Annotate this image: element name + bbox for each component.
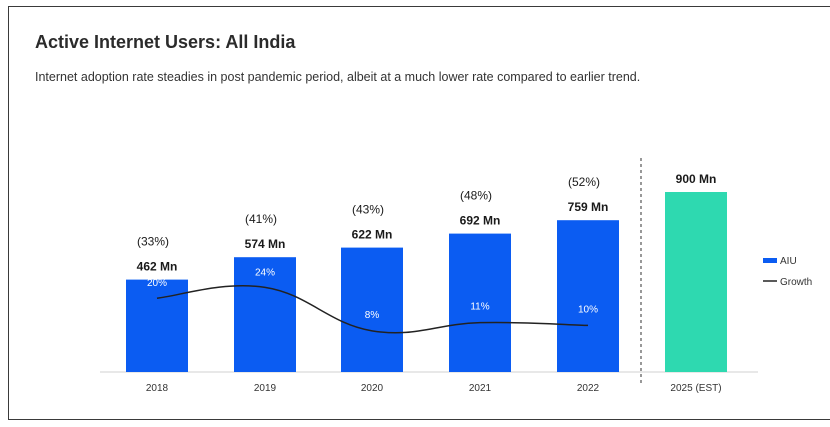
bars-layer	[126, 192, 727, 372]
growth-value-label: 20%	[147, 278, 167, 289]
bar-2018	[126, 279, 188, 372]
x-tick-label: 2019	[254, 383, 277, 394]
labels-layer: 462 Mn (33%) 2018 574 Mn (41%) 2019 622 Mn (43%…	[137, 172, 722, 394]
bar-2019	[234, 257, 296, 372]
bar-value-label: 622 Mn	[352, 228, 393, 242]
bar-value-label: 574 Mn	[245, 237, 286, 251]
x-tick-label: 2021	[469, 383, 492, 394]
legend-growth-label: Growth	[780, 277, 812, 288]
chart-title: Active Internet Users: All India	[35, 32, 296, 52]
bar-2022	[557, 220, 619, 372]
growth-value-label: 24%	[255, 267, 275, 278]
x-tick-label: 2025 (EST)	[670, 383, 721, 394]
growth-value-label: 8%	[365, 310, 380, 321]
bar-value-label: 900 Mn	[676, 172, 717, 186]
penetration-label: (48%)	[460, 189, 492, 203]
bar-2020	[341, 247, 403, 372]
bar-value-label: 462 Mn	[137, 260, 178, 274]
growth-value-label: 10%	[578, 304, 598, 315]
x-tick-label: 2020	[361, 383, 384, 394]
bar-value-label: 692 Mn	[460, 214, 501, 228]
penetration-label: (33%)	[137, 235, 169, 249]
legend: AIU Growth	[763, 256, 812, 288]
bar-2021	[449, 233, 511, 372]
bar-value-label: 759 Mn	[568, 200, 609, 214]
penetration-label: (52%)	[568, 175, 600, 189]
growth-line	[156, 284, 589, 334]
chart-subtitle: Internet adoption rate steadies in post …	[35, 70, 641, 84]
legend-aiu-swatch	[763, 258, 777, 263]
bar-2025-est	[665, 192, 727, 372]
penetration-label: (43%)	[352, 203, 384, 217]
penetration-label: (41%)	[245, 212, 277, 226]
growth-value-label: 11%	[470, 302, 489, 313]
legend-aiu-label: AIU	[780, 256, 797, 267]
x-tick-label: 2022	[577, 383, 600, 394]
x-tick-label: 2018	[146, 383, 169, 394]
